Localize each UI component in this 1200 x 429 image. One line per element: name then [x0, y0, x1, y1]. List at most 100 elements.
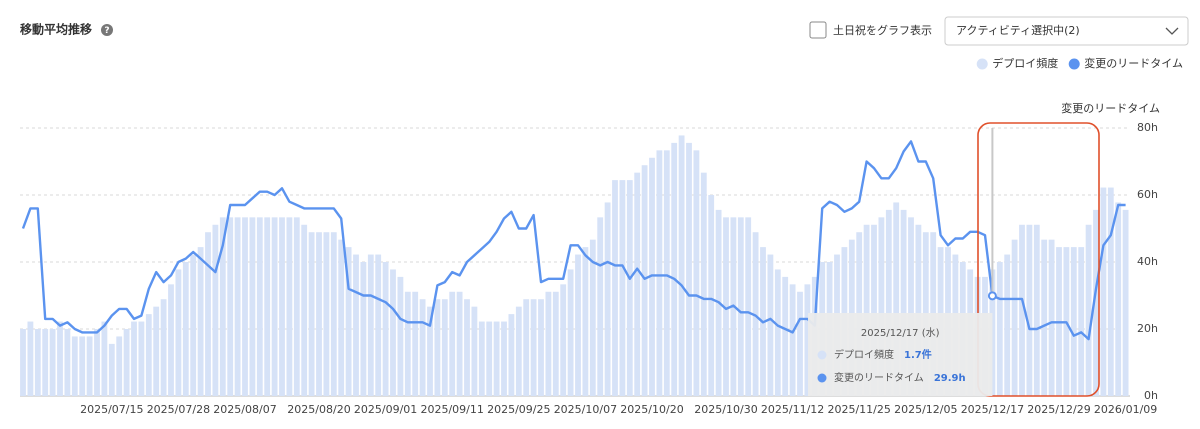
bar [175, 269, 182, 396]
bar [634, 172, 641, 396]
bar [1107, 187, 1114, 396]
y-tick-label: 80h [1137, 121, 1158, 134]
bar [293, 217, 300, 396]
bar [20, 329, 26, 396]
bar [996, 262, 1003, 396]
bar [723, 217, 729, 396]
x-tick-label: 2025/11/12 [761, 403, 824, 416]
highlight-box [977, 122, 1100, 397]
x-tick-label: 2025/10/30 [694, 403, 757, 416]
bar [1100, 187, 1107, 396]
bar [249, 217, 256, 396]
bar [915, 224, 922, 396]
legend-label: 変更のリードタイム [1084, 56, 1183, 70]
y-tick-label: 20h [1137, 322, 1158, 335]
hover-point [987, 291, 997, 301]
bar [501, 321, 507, 396]
checkbox-label[interactable]: 土日祝をグラフ表示 [833, 23, 932, 37]
bar [575, 254, 581, 396]
y-tick-label: 60h [1137, 188, 1158, 201]
bar [1085, 224, 1092, 396]
tooltip-box [808, 313, 993, 396]
bar [34, 329, 41, 396]
bar [71, 336, 78, 396]
bar [1048, 239, 1055, 396]
bar [390, 269, 396, 396]
bar [530, 299, 537, 396]
y-tick-label: 0h [1144, 389, 1158, 402]
bar [552, 291, 559, 396]
bar [382, 262, 389, 396]
bar [345, 247, 352, 396]
bar [94, 329, 100, 396]
bar [1033, 224, 1040, 396]
bar [508, 314, 515, 396]
bar [708, 195, 715, 396]
x-tick-label: 2025/07/28 [147, 403, 210, 416]
bar [1093, 209, 1099, 396]
x-tick-label: 2025/10/07 [554, 403, 617, 416]
bar [367, 254, 374, 396]
bar [545, 291, 552, 396]
bar [700, 172, 707, 396]
dropdown[interactable] [944, 16, 1189, 46]
bar [419, 299, 426, 396]
x-tick-label: 2025/12/29 [1027, 403, 1090, 416]
bar [131, 321, 137, 396]
bar [804, 284, 811, 396]
line [21, 140, 1126, 341]
dropdown-chevron [1165, 27, 1179, 35]
tooltip-name: デプロイ頻度 [834, 348, 894, 361]
bar [116, 336, 123, 396]
x-tick-label: 2025/12/05 [894, 403, 957, 416]
bar [338, 239, 345, 396]
bar [797, 291, 803, 396]
bar [427, 306, 433, 396]
bar [693, 150, 700, 396]
bar [219, 217, 226, 396]
bar [227, 217, 234, 396]
help-icon[interactable] [101, 24, 113, 36]
bar [49, 329, 56, 396]
bar [197, 247, 204, 396]
bar [619, 180, 626, 396]
dropdown-label[interactable]: アクティビティ選択中(2) [956, 23, 1080, 37]
bar [323, 232, 330, 396]
bar [286, 217, 293, 396]
bar [515, 306, 522, 396]
tooltip-title: 2025/12/17 (水) [861, 327, 940, 339]
bar [885, 209, 892, 396]
bar [649, 157, 655, 396]
bar [153, 306, 160, 396]
bar [523, 299, 530, 396]
checkbox[interactable] [809, 21, 827, 39]
chart-title: 移動平均推移 [20, 22, 92, 37]
bar [1115, 202, 1122, 396]
x-tick-label: 2025/07/15 [80, 403, 143, 416]
bar [871, 224, 877, 396]
x-tick-label: 2025/12/17 [961, 403, 1024, 416]
bar [612, 180, 618, 396]
bar [878, 217, 885, 396]
legend-label: デプロイ頻度 [992, 56, 1058, 70]
bar [589, 239, 596, 396]
tooltip-value: 1.7件 [904, 348, 932, 361]
x-tick-label: 2025/08/20 [287, 403, 350, 416]
bar [101, 321, 108, 396]
y-axis-title: 変更のリードタイム [1061, 101, 1160, 115]
bar [42, 329, 49, 396]
bar [1004, 254, 1011, 396]
bar [1019, 224, 1025, 396]
bar [567, 269, 574, 396]
tooltip-marker [817, 373, 827, 383]
bar [686, 142, 692, 396]
y-tick-label: 40h [1137, 255, 1158, 268]
bar [560, 284, 567, 396]
bar [264, 217, 271, 396]
bar [774, 269, 781, 396]
bar [138, 321, 145, 396]
bar [160, 299, 167, 396]
bar [441, 299, 448, 396]
bar [301, 224, 308, 396]
